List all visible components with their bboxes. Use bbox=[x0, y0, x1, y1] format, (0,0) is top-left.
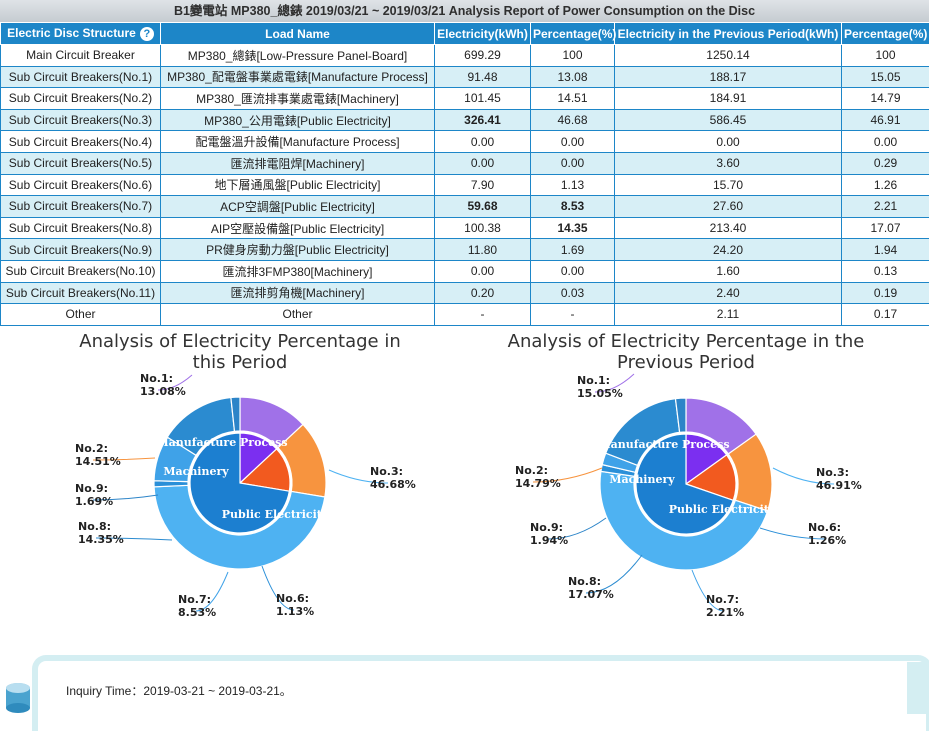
pie-chart-previous: Manufacture Process Machinery Public Elect… bbox=[515, 374, 862, 619]
outer-slice-name: No.7: bbox=[178, 593, 211, 606]
database-icon bbox=[4, 682, 32, 714]
inner-slice-label: Machinery bbox=[609, 473, 675, 486]
outer-slice-value: 46.68% bbox=[370, 478, 416, 491]
outer-slice-value: 2.21% bbox=[706, 606, 744, 619]
inquiry-time: Inquiry Time：2019-03-21 ~ 2019-03-21。 bbox=[66, 682, 292, 699]
outer-slice-value: 8.53% bbox=[178, 606, 216, 619]
outer-slice-value: 13.08% bbox=[140, 385, 186, 398]
outer-slice-name: No.6: bbox=[808, 521, 841, 534]
inner-slice-label: Manufacture Process bbox=[598, 438, 729, 451]
outer-slice-value: 1.13% bbox=[276, 605, 314, 618]
pie-charts: Manufacture Process Machinery Public Elect… bbox=[0, 0, 929, 714]
outer-slice-value: 14.79% bbox=[515, 477, 561, 490]
outer-slice-name: No.2: bbox=[75, 442, 108, 455]
inner-slice-label: Public Electricity bbox=[669, 503, 776, 516]
pie-chart-current: Manufacture Process Machinery Public Elect… bbox=[75, 372, 416, 619]
outer-slice-value: 1.94% bbox=[530, 534, 568, 547]
outer-slice-name: No.8: bbox=[568, 575, 601, 588]
outer-slice-value: 14.51% bbox=[75, 455, 121, 468]
outer-slice-name: No.3: bbox=[816, 466, 849, 479]
inner-slice-label: Manufacture Process bbox=[156, 436, 287, 449]
inner-slice-label: Public Electricity bbox=[222, 508, 329, 521]
inner-slice-label: Machinery bbox=[163, 465, 229, 478]
panel-side-bar bbox=[907, 662, 929, 714]
outer-slice-name: No.2: bbox=[515, 464, 548, 477]
outer-slice-name: No.1: bbox=[140, 372, 173, 385]
outer-slice-value: 1.69% bbox=[75, 495, 113, 508]
outer-slice-value: 46.91% bbox=[816, 479, 862, 492]
outer-slice-value: 1.26% bbox=[808, 534, 846, 547]
outer-slice-name: No.3: bbox=[370, 465, 403, 478]
outer-slice-value: 17.07% bbox=[568, 588, 614, 601]
outer-slice-name: No.1: bbox=[577, 374, 610, 387]
outer-slice-name: No.9: bbox=[530, 521, 563, 534]
outer-slice-name: No.9: bbox=[75, 482, 108, 495]
outer-slice-name: No.7: bbox=[706, 593, 739, 606]
outer-slice-name: No.8: bbox=[78, 520, 111, 533]
outer-slice-value: 14.35% bbox=[78, 533, 124, 546]
outer-slice-value: 15.05% bbox=[577, 387, 623, 400]
outer-slice-name: No.6: bbox=[276, 592, 309, 605]
